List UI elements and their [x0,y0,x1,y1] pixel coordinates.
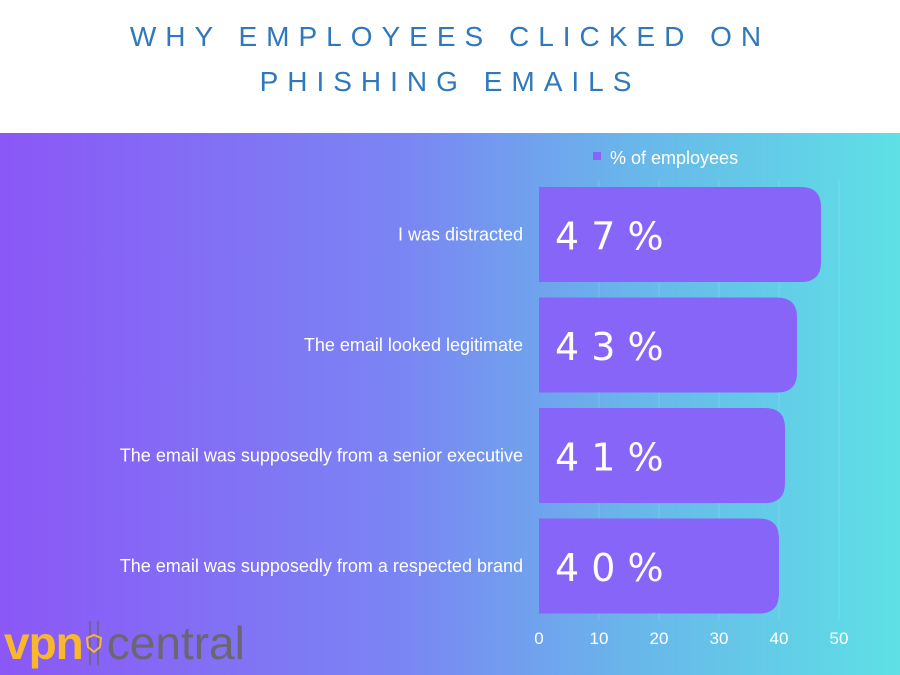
logo-vpn: vpn [4,617,84,669]
vpncentral-logo: vpn central [4,618,245,668]
shield-icon [85,621,103,665]
x-tick-label: 0 [534,629,543,648]
bar [539,297,797,393]
x-tick-label: 50 [830,629,849,648]
category-label: The email was supposedly from a senior e… [120,446,523,466]
x-tick-label: 40 [770,629,789,648]
category-label: I was distracted [398,225,523,245]
chart-title: WHY EMPLOYEES CLICKED ON PHISHING EMAILS [0,22,900,112]
title-line-2: PHISHING EMAILS [259,66,641,97]
data-label: 4 0 % [555,546,664,590]
x-tick-label: 20 [650,629,669,648]
bar [539,518,779,614]
category-label: The email was supposedly from a respecte… [120,556,523,576]
data-label: 4 7 % [555,215,664,259]
x-tick-label: 30 [710,629,729,648]
data-label: 4 3 % [555,325,664,369]
bar [539,187,821,282]
title-line-1: WHY EMPLOYEES CLICKED ON [129,21,771,52]
logo-central: central [106,617,245,669]
data-label: 4 1 % [555,436,664,480]
bar [539,408,785,503]
legend-swatch [593,152,601,160]
legend-label: % of employees [610,148,738,168]
category-label: The email looked legitimate [304,335,523,355]
x-tick-label: 10 [590,629,609,648]
